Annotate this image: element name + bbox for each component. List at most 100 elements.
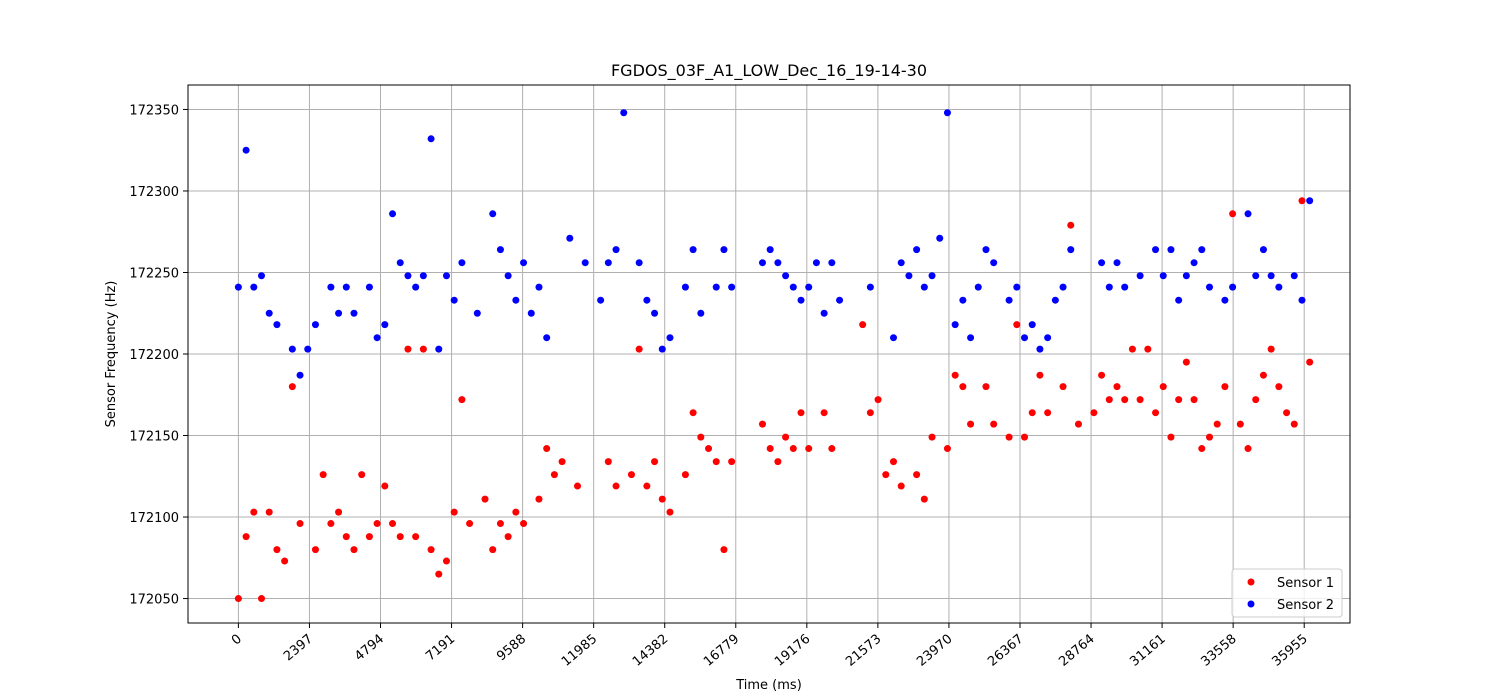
data-point-sensor-1 <box>489 546 497 554</box>
data-point-sensor-1 <box>543 445 551 453</box>
grid-lines <box>188 85 1350 623</box>
data-point-sensor-1 <box>782 433 790 441</box>
data-point-sensor-1 <box>920 495 928 503</box>
data-point-sensor-1 <box>959 383 967 391</box>
data-point-sensor-2 <box>1044 334 1052 342</box>
data-point-sensor-2 <box>234 283 242 291</box>
data-point-sensor-1 <box>859 321 867 329</box>
data-point-sensor-2 <box>581 259 589 267</box>
legend-marker-sensor-1 <box>1247 578 1255 586</box>
data-point-sensor-1 <box>758 420 766 428</box>
data-point-sensor-2 <box>1198 246 1206 254</box>
data-point-sensor-1 <box>458 396 466 404</box>
y-tick-label: 172050 <box>129 593 179 608</box>
data-point-sensor-1 <box>1098 371 1106 379</box>
data-point-sensor-2 <box>897 259 905 267</box>
data-point-sensor-2 <box>1152 246 1160 254</box>
data-point-sensor-2 <box>1105 283 1113 291</box>
data-point-sensor-1 <box>574 482 582 490</box>
data-point-sensor-2 <box>1159 272 1167 280</box>
legend-label-sensor-2: Sensor 2 <box>1277 598 1334 613</box>
y-axis-title: Sensor Frequency (Hz) <box>104 281 119 428</box>
data-point-sensor-2 <box>450 296 458 304</box>
legend-label-sensor-1: Sensor 1 <box>1277 576 1334 591</box>
legend-box <box>1231 568 1343 618</box>
data-point-sensor-2 <box>604 259 612 267</box>
data-point-sensor-1 <box>689 409 697 417</box>
data-point-sensor-1 <box>712 458 720 466</box>
data-point-sensor-1 <box>442 557 450 565</box>
data-point-sensor-2 <box>712 283 720 291</box>
data-point-sensor-2 <box>1252 272 1260 280</box>
data-point-sensor-2 <box>1013 283 1021 291</box>
data-point-sensor-1 <box>550 471 558 479</box>
data-point-sensor-2 <box>396 259 404 267</box>
data-point-sensor-1 <box>234 595 242 603</box>
data-point-sensor-1 <box>373 520 381 528</box>
data-point-sensor-2 <box>373 334 381 342</box>
data-point-sensor-2 <box>489 210 497 218</box>
data-point-sensor-2 <box>1306 197 1314 205</box>
data-point-sensor-1 <box>1105 396 1113 404</box>
data-point-sensor-2 <box>250 283 258 291</box>
data-point-sensor-2 <box>666 334 674 342</box>
data-point-sensor-1 <box>951 371 959 379</box>
data-point-sensor-1 <box>1021 433 1029 441</box>
data-point-sensor-2 <box>419 272 427 280</box>
data-point-sensor-2 <box>1290 272 1298 280</box>
data-point-sensor-2 <box>273 321 281 329</box>
data-point-sensor-1 <box>335 508 343 516</box>
data-point-sensor-1 <box>820 409 828 417</box>
data-point-sensor-2 <box>1298 296 1306 304</box>
data-point-sensor-2 <box>1121 283 1129 291</box>
data-point-sensor-2 <box>304 345 312 353</box>
data-point-sensor-1 <box>897 482 905 490</box>
data-point-sensor-2 <box>258 272 266 280</box>
x-axis-title: Time (ms) <box>735 678 802 693</box>
data-point-sensor-2 <box>812 259 820 267</box>
data-point-sensor-2 <box>1098 259 1106 267</box>
data-point-sensor-2 <box>427 135 435 143</box>
data-point-sensor-2 <box>296 371 304 379</box>
data-point-sensor-2 <box>936 234 944 242</box>
data-point-sensor-2 <box>1175 296 1183 304</box>
data-point-sensor-1 <box>296 520 304 528</box>
data-point-sensor-2 <box>658 345 666 353</box>
data-point-sensor-1 <box>1275 383 1283 391</box>
y-tick-label: 172300 <box>129 185 179 200</box>
data-point-sensor-1 <box>658 495 666 503</box>
data-point-sensor-1 <box>1298 197 1306 205</box>
data-point-sensor-1 <box>520 520 528 528</box>
data-point-sensor-1 <box>558 458 566 466</box>
data-point-sensor-2 <box>913 246 921 254</box>
data-point-sensor-2 <box>327 283 335 291</box>
data-point-sensor-2 <box>1221 296 1229 304</box>
data-point-sensor-2 <box>697 309 705 317</box>
data-point-sensor-1 <box>1283 409 1291 417</box>
data-point-sensor-1 <box>913 471 921 479</box>
data-point-sensor-2 <box>928 272 936 280</box>
data-point-sensor-2 <box>520 259 528 267</box>
chart-title: FGDOS_03F_A1_LOW_Dec_16_19-14-30 <box>611 61 927 81</box>
data-point-sensor-1 <box>604 458 612 466</box>
data-point-sensor-2 <box>959 296 967 304</box>
data-point-sensor-2 <box>774 259 782 267</box>
data-point-sensor-1 <box>1267 345 1275 353</box>
series-sensor-2 <box>234 109 1314 379</box>
legend: Sensor 1 Sensor 2 <box>1231 568 1343 618</box>
data-point-sensor-2 <box>1028 321 1036 329</box>
y-tick-label: 172200 <box>129 348 179 363</box>
data-point-sensor-2 <box>905 272 913 280</box>
data-point-sensor-2 <box>836 296 844 304</box>
data-point-sensor-2 <box>782 272 790 280</box>
data-point-sensor-1 <box>1152 409 1160 417</box>
data-point-sensor-1 <box>350 546 358 554</box>
data-point-sensor-1 <box>728 458 736 466</box>
data-point-sensor-1 <box>389 520 397 528</box>
data-point-sensor-1 <box>1259 371 1267 379</box>
data-point-sensor-1 <box>1236 420 1244 428</box>
data-point-sensor-1 <box>627 471 635 479</box>
data-point-sensor-1 <box>404 345 412 353</box>
data-point-sensor-2 <box>943 109 951 117</box>
data-point-sensor-2 <box>412 283 420 291</box>
